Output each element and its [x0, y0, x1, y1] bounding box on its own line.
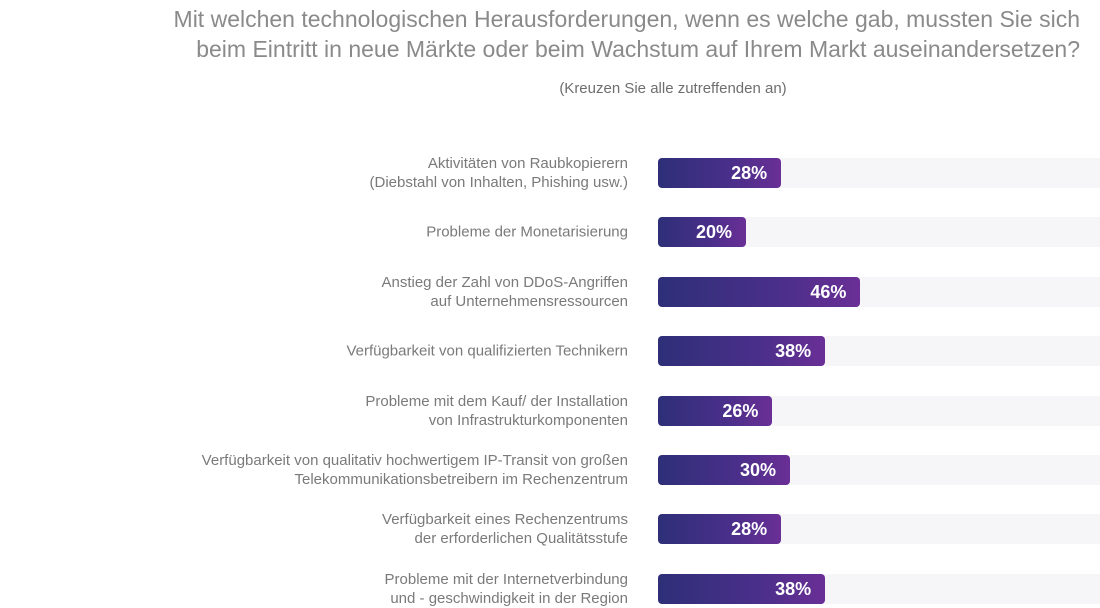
bar: 28% [658, 514, 782, 545]
bar: 46% [658, 276, 861, 307]
category-label: Verfügbarkeit von qualitativ hochwertige… [108, 451, 628, 489]
bar: 20% [658, 217, 746, 248]
category-label-line: der erforderlichen Qualitätsstufe [414, 530, 628, 548]
chart-row: Verfügbarkeit eines Rechenzentrums der er… [0, 511, 1100, 547]
bar-value-label: 30% [739, 460, 776, 480]
bar-track: 38% [658, 336, 1100, 367]
category-label: Probleme mit dem Kauf/ der Installation v… [108, 392, 628, 430]
bar-track: 46% [658, 276, 1100, 307]
category-label-line: Probleme der Monetarisierung [426, 223, 628, 241]
chart-subtitle: (Kreuzen Sie alle zutreffenden an) [559, 80, 787, 97]
bar: 38% [658, 573, 826, 604]
bar: 26% [658, 395, 773, 426]
bar-track: 38% [658, 573, 1100, 604]
chart-row: Verfügbarkeit von qualitativ hochwertige… [0, 452, 1100, 488]
category-label-line: Verfügbarkeit eines Rechenzentrums [382, 511, 628, 529]
category-label: Anstieg der Zahl von DDoS-Angriffen auf U… [108, 273, 628, 311]
category-label: Aktivitäten von Raubkopierern (Diebstahl … [108, 154, 628, 192]
bar-value-label: 38% [775, 341, 812, 362]
category-label-line: Verfügbarkeit von qualifizierten Technik… [346, 342, 628, 360]
category-label: Verfügbarkeit eines Rechenzentrums der er… [108, 510, 628, 548]
chart-row: Probleme mit der Internetverbindung und -… [0, 571, 1100, 607]
category-label: Probleme mit der Internetverbindung und -… [108, 570, 628, 608]
category-label-line: Telekommunikationsbetreibern im Rechenze… [294, 471, 629, 488]
bar-value-label: 28% [731, 163, 768, 183]
bar: 30% [658, 455, 790, 485]
chart-row: Aktivitäten von Raubkopierern (Diebstahl … [0, 155, 1100, 191]
bar-track: 28% [658, 158, 1100, 188]
category-label-line: Anstieg der Zahl von DDoS-Angriffen [381, 273, 628, 291]
chart-row: Anstieg der Zahl von DDoS-Angriffen auf U… [0, 274, 1100, 310]
bar-track: 28% [658, 514, 1100, 545]
bar-value-label: 38% [775, 578, 812, 599]
bar: 38% [658, 336, 826, 367]
category-label-line: Probleme mit dem Kauf/ der Installation [365, 392, 628, 410]
category-label-line: (Diebstahl von Inhalten, Phishing usw.) [369, 174, 628, 191]
category-label-line: Probleme mit der Internetverbindung [384, 570, 628, 588]
category-label: Probleme der Monetarisierung [108, 223, 628, 242]
bar-value-label: 46% [810, 281, 847, 302]
bar: 28% [658, 158, 782, 188]
bar-track: 26% [658, 395, 1100, 426]
category-label-line: Verfügbarkeit von qualitativ hochwertige… [201, 452, 628, 469]
chart-row: Probleme mit dem Kauf/ der Installation v… [0, 393, 1100, 429]
chart-row: Verfügbarkeit von qualifizierten Technik… [0, 336, 1100, 367]
category-label: Verfügbarkeit von qualifizierten Technik… [108, 342, 628, 361]
bar-value-label: 20% [695, 222, 732, 243]
category-label-line: von Infrastrukturkomponenten [428, 411, 628, 429]
chart-title: Mit welchen technologischen Herausforder… [100, 4, 1080, 64]
chart-row: Probleme der Monetarisierung 20% [0, 217, 1100, 248]
bar-value-label: 28% [731, 519, 768, 540]
bar-value-label: 26% [722, 400, 759, 421]
bar-track: 20% [658, 217, 1100, 248]
chart-title-line-2: beim Eintritt in neue Märkte oder beim W… [196, 36, 1080, 62]
category-label-line: Aktivitäten von Raubkopierern [427, 155, 628, 172]
category-label-line: auf Unternehmensressourcen [430, 292, 628, 310]
category-label-line: und - geschwindigkeit in der Region [390, 589, 628, 607]
bar-track: 30% [658, 455, 1100, 485]
chart-title-line-1: Mit welchen technologischen Herausforder… [173, 6, 1080, 32]
